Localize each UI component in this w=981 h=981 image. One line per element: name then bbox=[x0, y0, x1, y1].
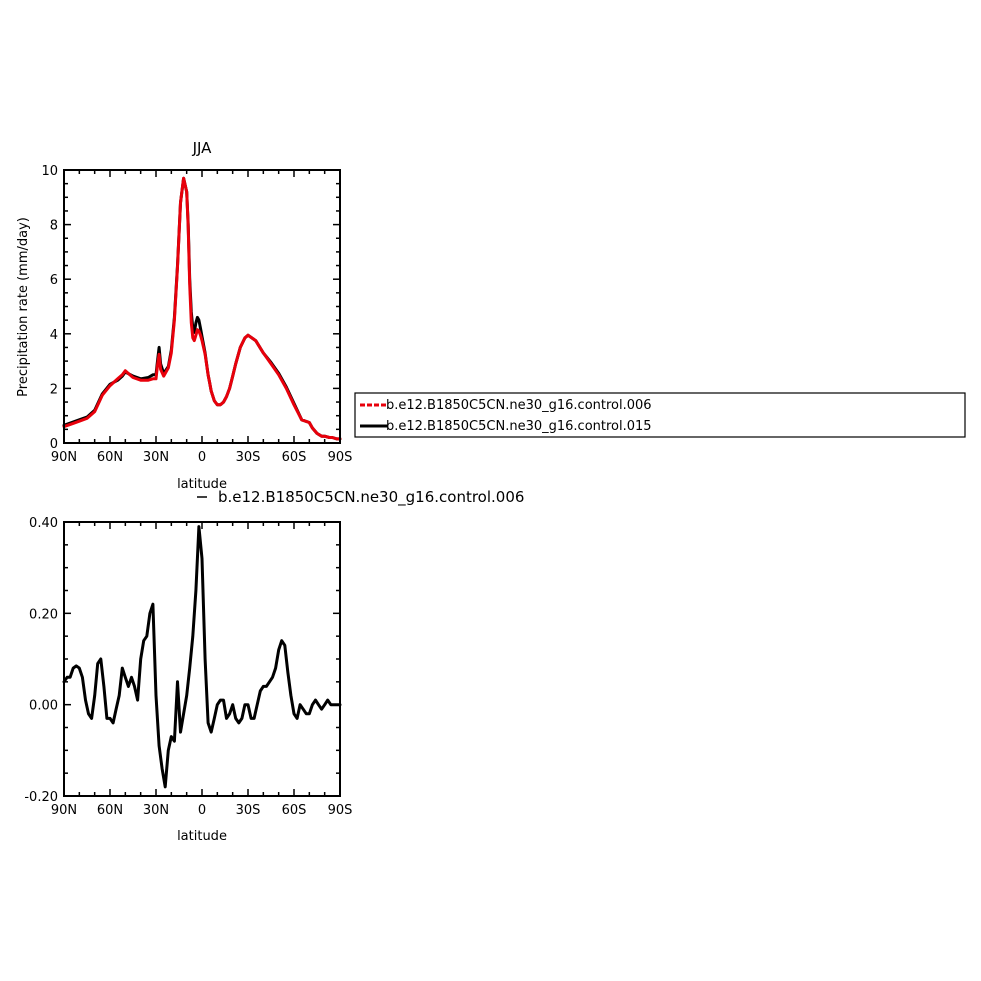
0-series-line-0 bbox=[62, 176, 342, 441]
0-x-tick-label: 60S bbox=[282, 450, 307, 465]
legend: b.e12.B1850C5CN.ne30_g16.control.006 b.e… bbox=[354, 392, 966, 438]
0-y-tick-label: 6 bbox=[50, 273, 58, 288]
0-x-tick-label: 30S bbox=[236, 450, 261, 465]
1-y-tick-label: 0.00 bbox=[29, 699, 58, 714]
1-x-tick-label: 90N bbox=[51, 803, 77, 818]
1-y-tick-label: 0.20 bbox=[29, 607, 58, 622]
0-x-tick-label: 90N bbox=[51, 450, 77, 465]
legend-label-015: b.e12.B1850C5CN.ne30_g16.control.015 bbox=[386, 419, 652, 434]
0-x-tick-label: 30N bbox=[143, 450, 169, 465]
1-x-tick-label: 30S bbox=[236, 803, 261, 818]
diff-panel: b.e12.B1850C5CN.ne30_g16.control.006 lat… bbox=[24, 488, 524, 844]
0-y-tick-label: 0 bbox=[50, 437, 58, 452]
legend-label-006: b.e12.B1850C5CN.ne30_g16.control.006 bbox=[386, 398, 652, 413]
0-x-tick-label: 60N bbox=[97, 450, 123, 465]
precip-panel: JJA Precipitation rate (mm/day) latitude… bbox=[16, 139, 352, 492]
1-series-line-0 bbox=[62, 525, 342, 789]
1-x-tick-label: 60S bbox=[282, 803, 307, 818]
0-x-tick-label: 90S bbox=[328, 450, 353, 465]
precip-plot-frame bbox=[63, 169, 341, 444]
0-y-tick-label: 4 bbox=[50, 328, 58, 343]
1-x-tick-label: 90S bbox=[328, 803, 353, 818]
0-y-tick-label: 8 bbox=[50, 219, 58, 234]
legend-box bbox=[354, 392, 966, 438]
precip-y-axis-title: Precipitation rate (mm/day) bbox=[16, 217, 31, 397]
0-series-line-1 bbox=[62, 176, 342, 441]
diff-x-axis-title: latitude bbox=[177, 829, 227, 844]
1-y-tick-label: 0.40 bbox=[29, 516, 58, 531]
precip-x-axis-title: latitude bbox=[177, 477, 227, 492]
diff-plot-frame bbox=[63, 521, 341, 797]
1-x-tick-label: 0 bbox=[198, 803, 206, 818]
0-y-tick-label: 10 bbox=[41, 164, 58, 179]
0-x-tick-label: 0 bbox=[198, 450, 206, 465]
0-y-tick-label: 2 bbox=[50, 382, 58, 397]
1-y-tick-label: -0.20 bbox=[24, 790, 58, 805]
1-x-tick-label: 60N bbox=[97, 803, 123, 818]
1-x-tick-label: 30N bbox=[143, 803, 169, 818]
precip-panel-title: JJA bbox=[192, 139, 213, 157]
precip-lines bbox=[62, 176, 342, 441]
diff-lines bbox=[62, 525, 342, 789]
diff-panel-subtitle: b.e12.B1850C5CN.ne30_g16.control.006 bbox=[218, 488, 524, 507]
